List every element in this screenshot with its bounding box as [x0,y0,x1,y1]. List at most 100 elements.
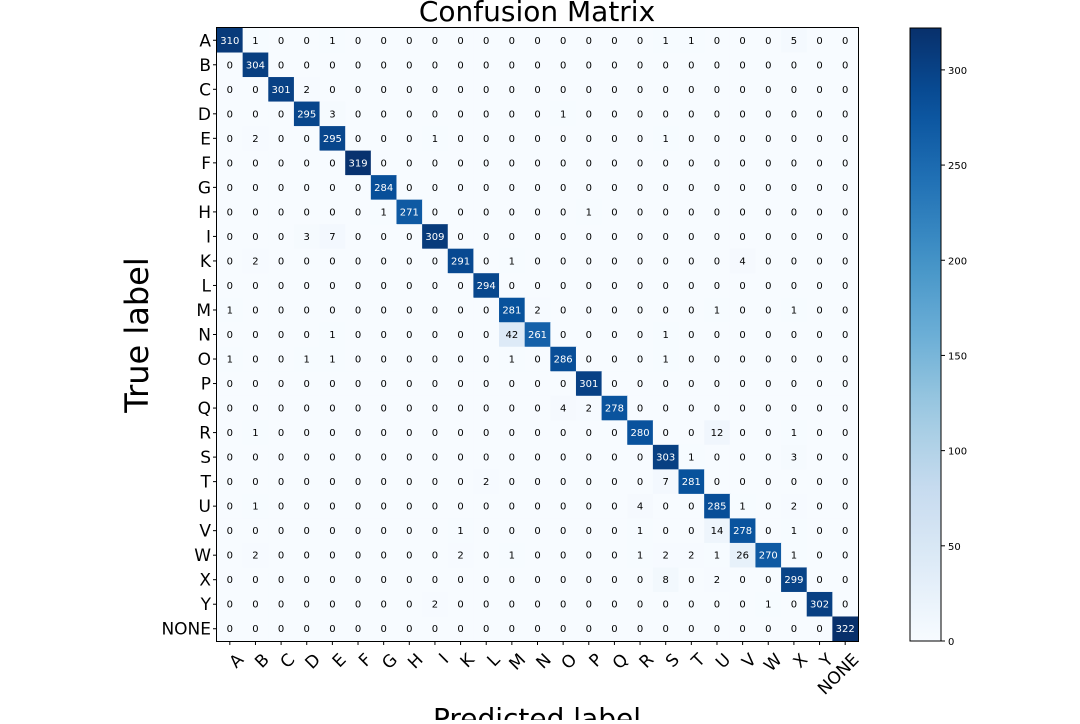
heatmap-cell [601,28,628,54]
cell-value-label: 2 [252,551,258,562]
cell-value-label: 0 [816,183,822,194]
heatmap-cell [524,199,551,225]
heatmap-cell [729,322,757,348]
cell-value-label: 0 [432,330,438,341]
cell-value-label: 0 [586,330,592,341]
heatmap-cell [242,273,269,299]
heatmap-cell [473,469,500,495]
heatmap-cell [319,493,346,519]
heatmap-cell [499,616,526,642]
cell-value-label: 0 [765,624,771,635]
heatmap-cell [601,101,628,127]
heatmap-cell [806,542,833,569]
heatmap-cell [678,518,705,544]
heatmap-cell [601,542,628,569]
heatmap-cell [652,591,680,618]
cell-value-label: 0 [329,526,335,537]
cell-value-label: 1 [509,355,515,366]
heatmap-cell [396,322,423,348]
heatmap-cell [217,28,244,54]
heatmap-cell [217,469,244,495]
cell-value-label: 0 [765,183,771,194]
cell-value-label: 1 [688,36,694,47]
cell-value-label: 0 [380,60,386,71]
cell-value-label: 0 [816,85,822,96]
cell-value-label: 0 [765,207,771,218]
cell-value-label: 0 [509,575,515,586]
cell-value-label: 0 [714,330,720,341]
heatmap-cell [268,420,295,446]
cell-value-label: 0 [586,428,592,439]
cell-value-label: 0 [509,379,515,390]
heatmap-cell [319,371,346,397]
cell-value-label: 0 [329,575,335,586]
heatmap-cell [473,248,500,274]
cell-value-label: 0 [406,379,412,390]
cell-value-label: 0 [304,379,310,390]
cell-value-label: 0 [637,109,643,120]
colorbar-tick-label: 100 [948,447,967,458]
cell-value-label: 14 [711,526,724,537]
heatmap-cell [755,469,782,495]
heatmap-cell [293,101,321,127]
cell-value-label: 0 [791,109,797,120]
heatmap-cell [652,150,680,176]
cell-value-label: 1 [329,36,335,47]
heatmap-cell [499,567,526,593]
heatmap-cell [755,518,782,544]
cell-value-label: 0 [509,404,515,415]
heatmap-cell [729,395,757,421]
cell-value-label: 0 [739,600,745,611]
heatmap-cell [268,322,295,348]
heatmap-cell [268,444,295,470]
cell-value-label: 0 [560,379,566,390]
cell-value-label: 0 [637,134,643,145]
cell-value-label: 0 [663,526,669,537]
heatmap-cell [345,493,372,519]
heatmap-cell [447,175,474,201]
cell-value-label: 0 [714,36,720,47]
heatmap-cell [729,248,757,274]
cell-value-label: 0 [637,183,643,194]
cell-value-label: 2 [534,305,540,316]
cell-value-label: 1 [688,453,694,464]
heatmap-cell [652,273,680,299]
heatmap-cell [217,518,244,544]
cell-value-label: 0 [278,183,284,194]
cell-value-label: 0 [816,109,822,120]
heatmap-cell [499,542,526,569]
heatmap-cell [473,591,500,618]
cell-value-label: 0 [688,183,694,194]
cell-value-label: 0 [688,428,694,439]
heatmap-cell [575,395,603,421]
heatmap-cell [550,346,577,372]
cell-value-label: 1 [329,355,335,366]
cell-value-label: 0 [304,575,310,586]
heatmap-cell [524,150,551,176]
cell-value-label: 0 [816,207,822,218]
heatmap-cell [575,542,603,569]
y-tick-label: T [200,473,212,493]
heatmap-cell [806,52,833,78]
heatmap-cell [755,567,782,593]
cell-value-label: 0 [329,428,335,439]
heatmap-cell [806,346,833,372]
heatmap-cell [499,224,526,250]
heatmap-cell [781,346,808,372]
cell-value-label: 0 [586,355,592,366]
heatmap-cell [832,28,859,54]
heatmap-cell [268,371,295,397]
cell-value-label: 0 [714,158,720,169]
cell-value-label: 0 [791,355,797,366]
cell-value-label: 0 [791,330,797,341]
cell-value-label: 0 [406,551,412,562]
cell-value-label: 0 [278,600,284,611]
cell-value-label: 0 [816,134,822,145]
heatmap-cell [704,616,731,642]
cell-value-label: 0 [380,428,386,439]
cell-value-label: 278 [733,526,752,537]
cell-value-label: 0 [560,183,566,194]
y-tick-label: G [198,178,211,198]
heatmap-cell [755,395,782,421]
